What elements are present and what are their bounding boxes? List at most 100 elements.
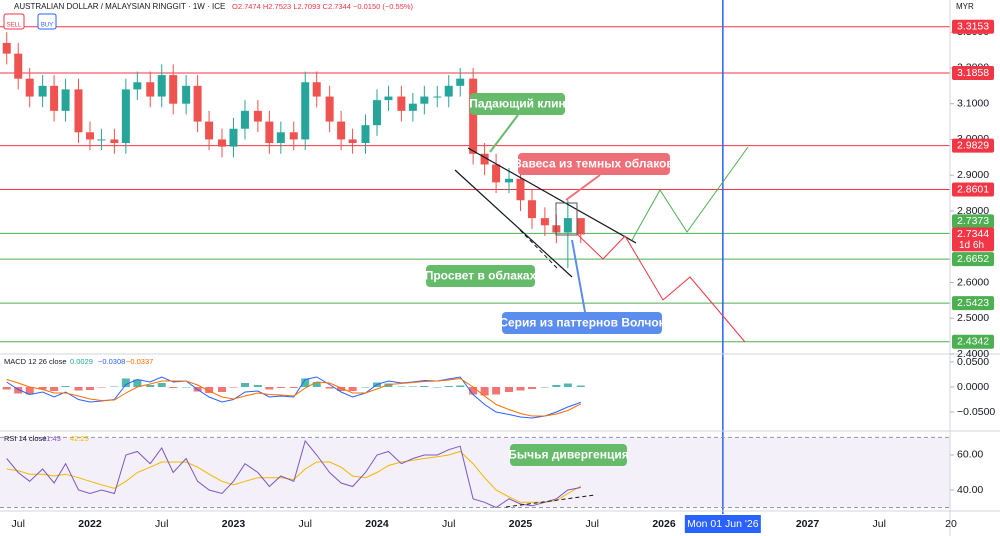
candle-body — [469, 78, 478, 154]
last-price: 2.7344 — [957, 228, 989, 240]
candle-body — [408, 103, 417, 111]
histogram-bar — [325, 387, 334, 389]
header: AUSTRALIAN DOLLAR / MALAYSIAN RINGGIT · … — [0, 0, 974, 30]
rsi-divergence — [505, 494, 596, 508]
histogram-bar — [229, 387, 238, 388]
buy-label[interactable]: BUY — [41, 23, 53, 29]
histogram-bar — [110, 386, 119, 387]
indicator-line — [6, 439, 581, 509]
histogram-bar — [276, 387, 285, 388]
x-tick-label: 2025 — [509, 518, 533, 530]
candle-body — [265, 121, 274, 144]
crosshair-label: Mon 01 Jun '26 — [687, 518, 759, 530]
y-tick-label: 2.9000 — [957, 169, 989, 181]
histogram-bar — [169, 387, 178, 388]
candle-body — [182, 85, 191, 104]
histogram-bar — [146, 385, 155, 387]
candle-body — [527, 200, 536, 219]
histogram-bar — [85, 387, 94, 390]
candle-body — [289, 132, 298, 140]
annotation-text: Серия из паттернов Волчок — [499, 316, 665, 330]
candle-body — [563, 218, 572, 233]
y-tick-label: 0.0000 — [957, 381, 989, 393]
histogram-bar — [2, 387, 11, 390]
candle-body — [361, 125, 370, 144]
histogram-bar — [289, 387, 298, 388]
histogram-bar — [218, 387, 227, 392]
level-box — [952, 138, 994, 153]
histogram-bar — [182, 387, 191, 388]
legend-value: 0.0029 — [70, 357, 93, 366]
y-tick-label: 40.00 — [957, 484, 983, 496]
candle-body — [312, 82, 321, 97]
annotation-box — [426, 265, 535, 287]
histogram-bar — [384, 383, 393, 387]
pattern-box — [555, 202, 578, 236]
plot-layer: MACD 12 26 close 0.0029 −0.0308 −0.0337 RSI … — [0, 0, 950, 514]
annotation-text: Завеса из темных облаков — [514, 157, 674, 171]
countdown: 1d 6h — [959, 240, 984, 251]
histogram-bar — [133, 379, 142, 387]
header-bg — [0, 0, 440, 13]
candle-body — [110, 139, 119, 144]
candle-body — [193, 85, 202, 122]
annotation-box — [470, 93, 565, 115]
y-tick-label: 2.4000 — [957, 348, 989, 360]
buy-button[interactable] — [37, 13, 57, 30]
candle-body — [240, 110, 249, 129]
sell-button[interactable] — [3, 13, 25, 30]
histogram-bar — [469, 387, 478, 395]
histogram-bar — [253, 385, 262, 387]
histogram-bar — [121, 378, 130, 387]
symbol-title: AUSTRALIAN DOLLAR / MALAYSIAN RINGGIT · … — [14, 2, 225, 11]
histogram-bar — [348, 387, 357, 391]
candle-body — [384, 96, 393, 101]
level-label: 2.9829 — [957, 139, 989, 151]
candle-body — [433, 96, 442, 98]
candle-body — [229, 128, 238, 147]
x-tick-label: Jul — [12, 518, 25, 530]
wedge-lower — [454, 169, 573, 278]
y-tick-label: 0.0500 — [957, 356, 989, 368]
indicator-title: RSI 14 close — [4, 434, 47, 443]
candle-body — [157, 75, 166, 97]
histogram-bar — [50, 387, 59, 391]
level-label: 3.1858 — [957, 67, 989, 79]
bull-projection — [631, 146, 749, 241]
level-box — [952, 334, 994, 349]
level-box — [952, 252, 994, 267]
currency: MYR — [956, 2, 974, 11]
indicator-title: MACD 12 26 close — [4, 357, 67, 366]
indicator-line — [6, 377, 582, 417]
x-tick-label: 2022 — [78, 518, 102, 530]
histogram-bar — [527, 387, 536, 389]
legend-value: −0.0308 — [98, 357, 125, 366]
candle-body — [38, 85, 47, 97]
histogram-bar — [563, 383, 572, 387]
callout — [565, 174, 601, 201]
wedge-upper — [467, 147, 637, 244]
candle-body — [492, 164, 501, 183]
candle-body — [253, 110, 262, 122]
candle-body — [420, 96, 429, 104]
level-box — [952, 296, 994, 311]
y-tick-label: 2.8000 — [957, 205, 989, 217]
candle-body — [540, 218, 549, 226]
x-tick-label: Jul — [442, 518, 455, 530]
candle-body — [205, 121, 214, 140]
last-price-box — [952, 227, 994, 252]
candle-body — [337, 121, 346, 140]
histogram-bar — [337, 387, 346, 391]
annotations: Падающий клин Завеса из темных облаков Про… — [425, 93, 674, 466]
histogram-bar — [516, 387, 525, 391]
sell-label[interactable]: SELL — [7, 23, 22, 29]
histogram-bar — [361, 387, 370, 388]
quote-item: O2.7474 — [232, 2, 261, 11]
callout — [489, 114, 519, 153]
level-label: 2.4342 — [957, 336, 989, 348]
y-tick-label: 60.00 — [957, 449, 983, 461]
histogram-bar — [576, 385, 585, 387]
level-label: 2.5423 — [957, 297, 989, 309]
histogram-bar — [480, 387, 489, 396]
